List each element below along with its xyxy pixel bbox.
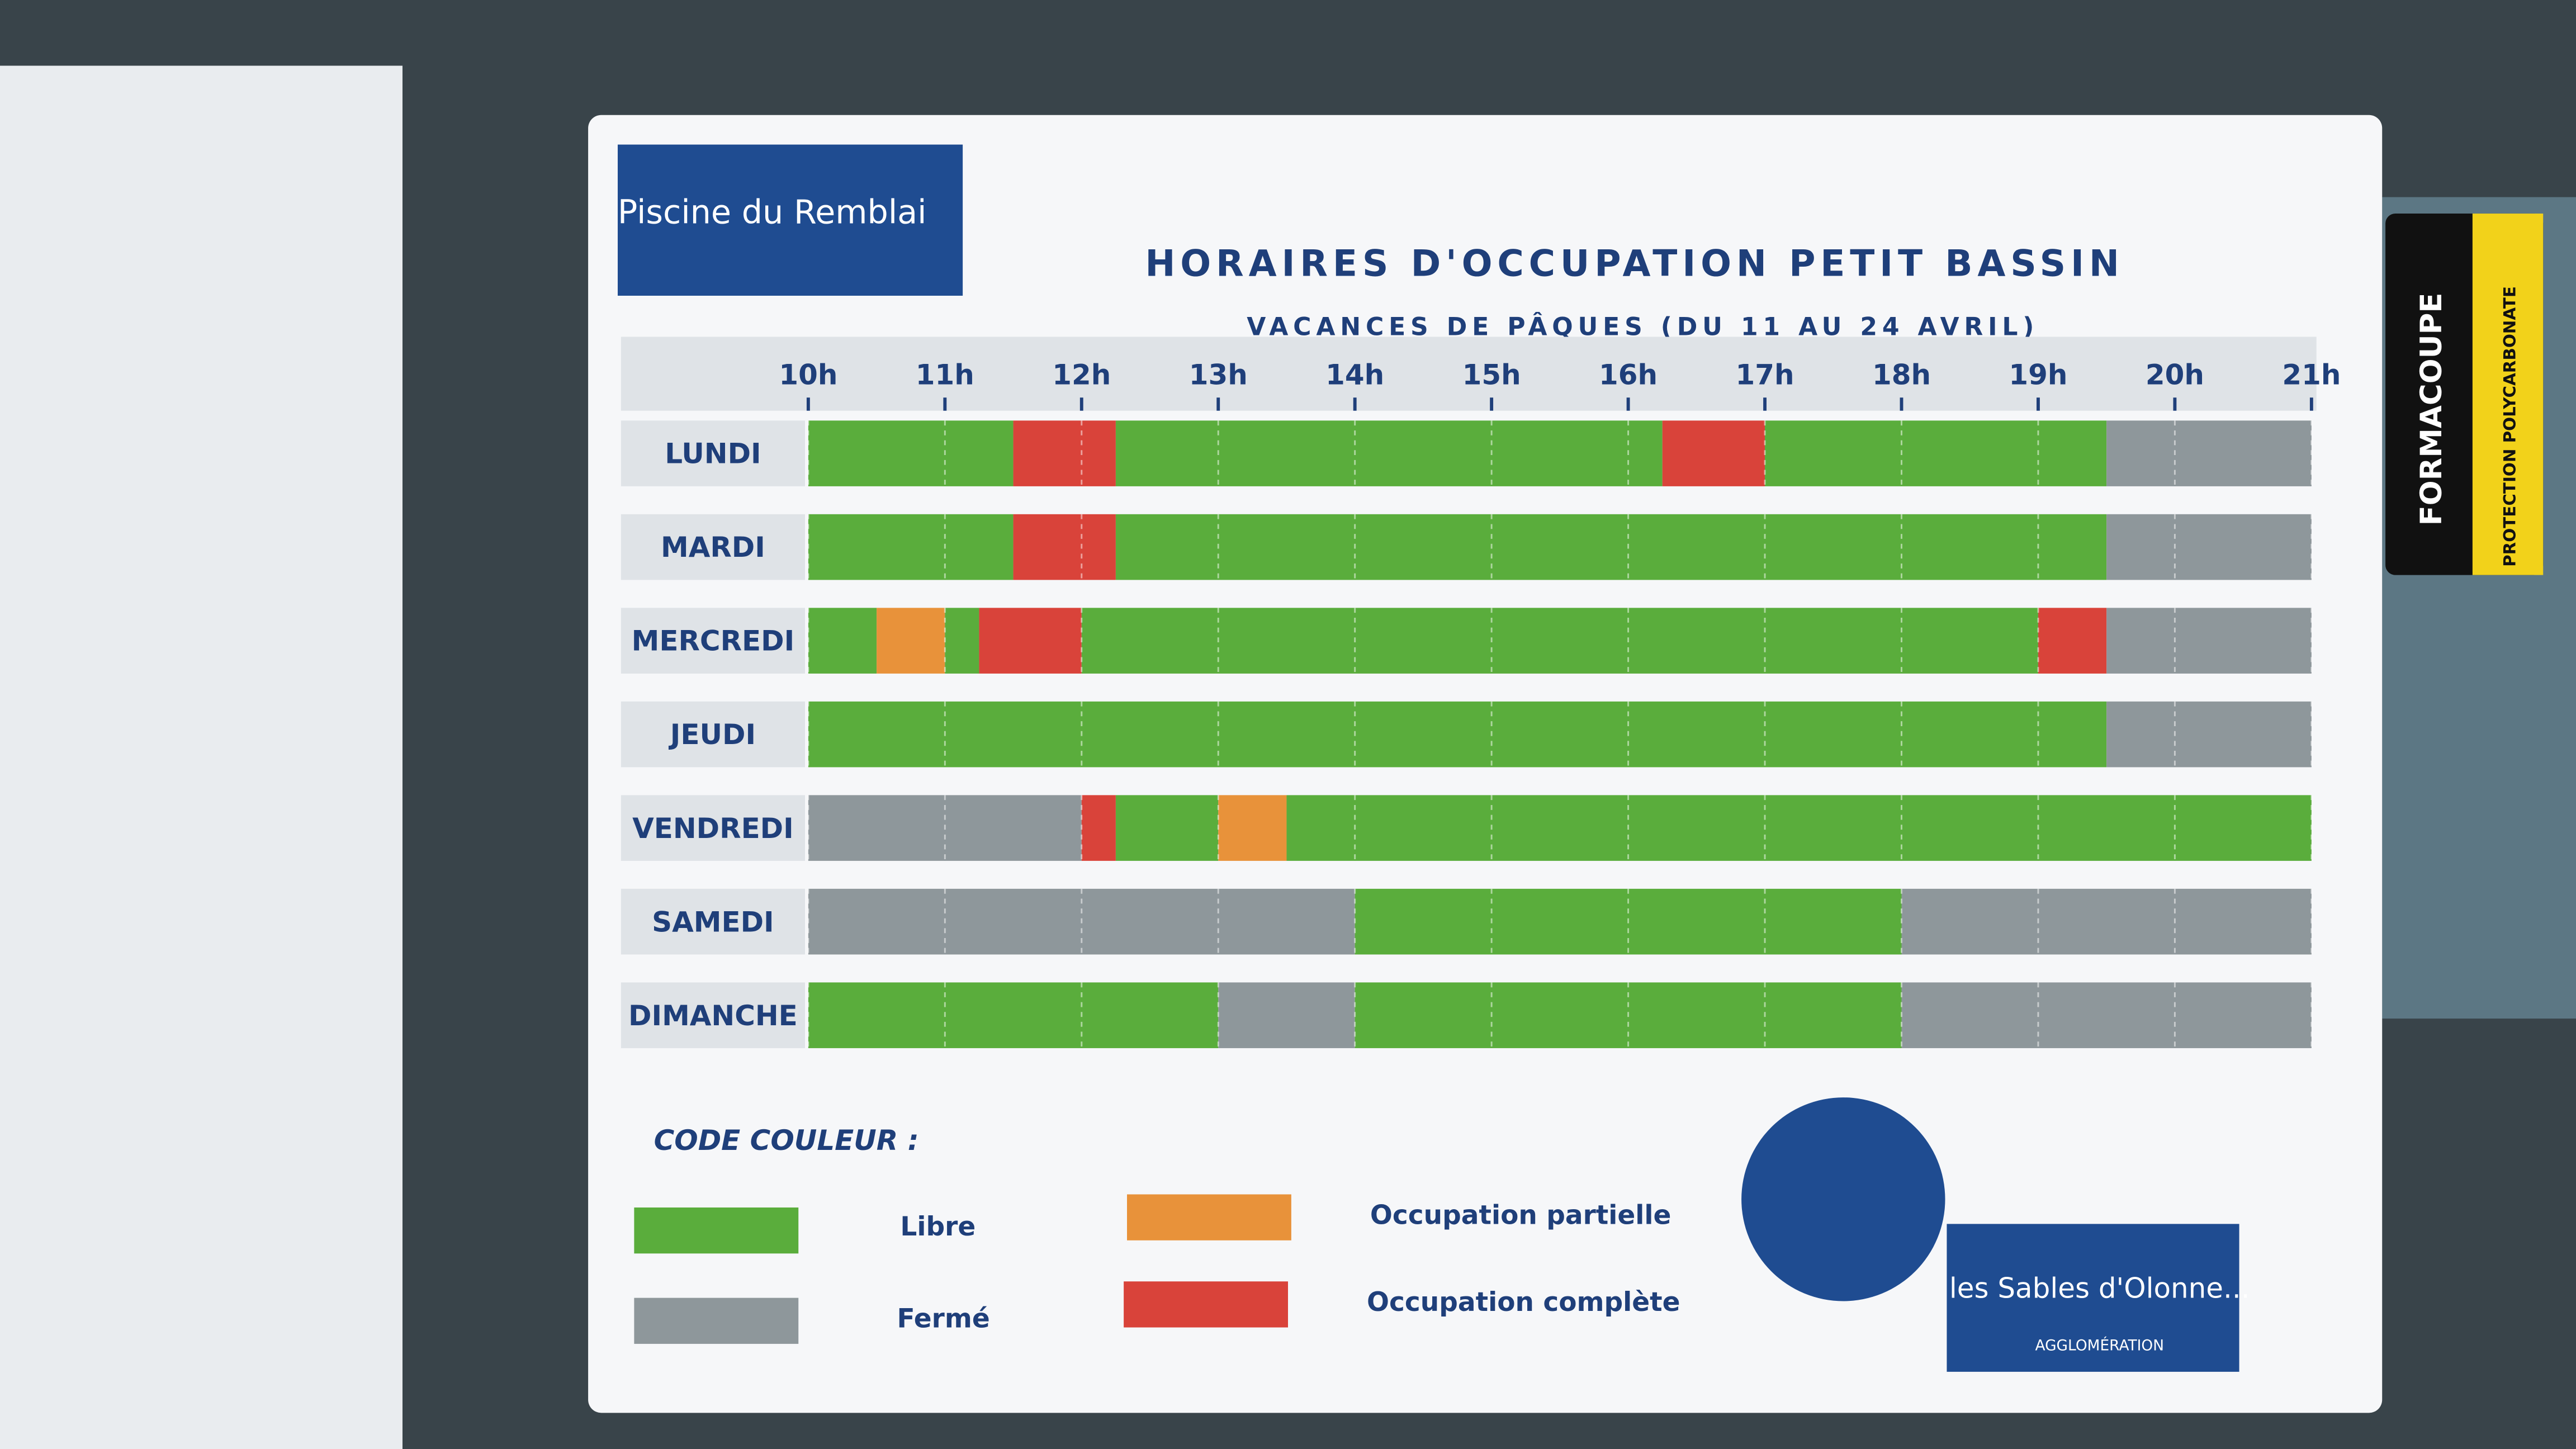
slot bbox=[979, 608, 1082, 674]
slot bbox=[2106, 608, 2312, 674]
day-cell bbox=[621, 514, 805, 580]
hour-band bbox=[621, 337, 2317, 411]
slot bbox=[808, 608, 877, 674]
illustration bbox=[1741, 1097, 1945, 1301]
legend-swatch bbox=[634, 1298, 799, 1344]
slot bbox=[808, 982, 1219, 1048]
footer-logo bbox=[1947, 1224, 2239, 1372]
slot bbox=[1081, 608, 2038, 674]
day-label: SAMEDI bbox=[652, 906, 774, 938]
side-stripe bbox=[2472, 214, 2544, 575]
slot bbox=[1662, 420, 1765, 486]
slot bbox=[877, 608, 945, 674]
legend-label: Fermé bbox=[897, 1304, 990, 1334]
legend: Libre Fermé Occupation partielle Occupation… bbox=[634, 1194, 1680, 1344]
hour-label: 10h bbox=[779, 359, 837, 391]
slot bbox=[1081, 795, 1116, 861]
slot bbox=[2106, 420, 2312, 486]
day-label: JEUDI bbox=[669, 718, 756, 751]
slot bbox=[1115, 420, 1663, 486]
day-label: MARDI bbox=[661, 531, 765, 564]
hour-label: 13h bbox=[1189, 359, 1248, 391]
legend-swatch bbox=[1124, 1281, 1288, 1328]
day-label: VENDREDI bbox=[632, 812, 794, 845]
hour-label: 16h bbox=[1599, 359, 1658, 391]
left-poster bbox=[0, 65, 402, 1449]
hour-label: 15h bbox=[1462, 359, 1521, 391]
title: HORAIRES D'OCCUPATION PETIT BASSIN bbox=[1145, 243, 2124, 285]
slot bbox=[1218, 795, 1287, 861]
legend-label: Libre bbox=[900, 1211, 976, 1242]
slot bbox=[2106, 514, 2312, 580]
day-label: LUNDI bbox=[665, 438, 761, 470]
logo-text: Piscine du Remblai bbox=[618, 193, 927, 231]
legend-title: CODE COULEUR : bbox=[654, 1124, 919, 1157]
slot bbox=[1901, 888, 2312, 955]
footer-brand: les Sables d'Olonne... bbox=[1949, 1272, 2250, 1305]
day-cell bbox=[621, 608, 805, 674]
slot bbox=[1013, 420, 1116, 486]
day-cell bbox=[621, 888, 805, 955]
hour-label: 14h bbox=[1325, 359, 1384, 391]
slot bbox=[808, 701, 2107, 768]
hour-label: 11h bbox=[916, 359, 974, 391]
logo-box bbox=[617, 144, 963, 296]
hour-label: 18h bbox=[1872, 359, 1931, 391]
legend-label: Occupation complète bbox=[1367, 1287, 1680, 1318]
slot bbox=[2106, 701, 2312, 768]
subtitle: VACANCES DE PÂQUES (DU 11 AU 24 AVRIL) bbox=[1247, 312, 2039, 342]
schedule: 10h 11h 12h 13h 14h 15h 16h 17h 18h 19h 20h 21h LUND… bbox=[621, 359, 2341, 1048]
legend-swatch bbox=[1127, 1194, 1291, 1240]
legend-swatch bbox=[634, 1208, 799, 1254]
side-note: PROTECTION POLYCARBONATE bbox=[2500, 286, 2519, 567]
legend-label: Occupation partielle bbox=[1370, 1200, 1671, 1230]
hour-label: 17h bbox=[1736, 359, 1794, 391]
hour-label: 19h bbox=[2009, 359, 2067, 391]
hour-label: 20h bbox=[2146, 359, 2204, 391]
slot bbox=[945, 608, 979, 674]
slot bbox=[1218, 982, 1355, 1048]
day-label: DIMANCHE bbox=[628, 1000, 798, 1032]
slot bbox=[808, 514, 1014, 580]
day-label: MERCREDI bbox=[632, 625, 795, 657]
slot bbox=[808, 420, 1014, 486]
slot bbox=[2038, 608, 2107, 674]
slot bbox=[1115, 514, 2107, 580]
slot bbox=[1765, 420, 2107, 486]
slot bbox=[1901, 982, 2312, 1048]
hour-label: 12h bbox=[1052, 359, 1111, 391]
day-cell bbox=[621, 982, 805, 1048]
slot bbox=[1286, 795, 2312, 861]
slot bbox=[1115, 795, 1219, 861]
footer-sub: AGGLOMÉRATION bbox=[2035, 1337, 2164, 1355]
day-cell bbox=[621, 420, 805, 486]
side-brand: FORMACOUPE bbox=[2414, 293, 2449, 526]
slot bbox=[1013, 514, 1116, 580]
hour-label: 21h bbox=[2282, 359, 2341, 391]
day-cell bbox=[621, 795, 805, 861]
day-cell bbox=[621, 701, 805, 768]
